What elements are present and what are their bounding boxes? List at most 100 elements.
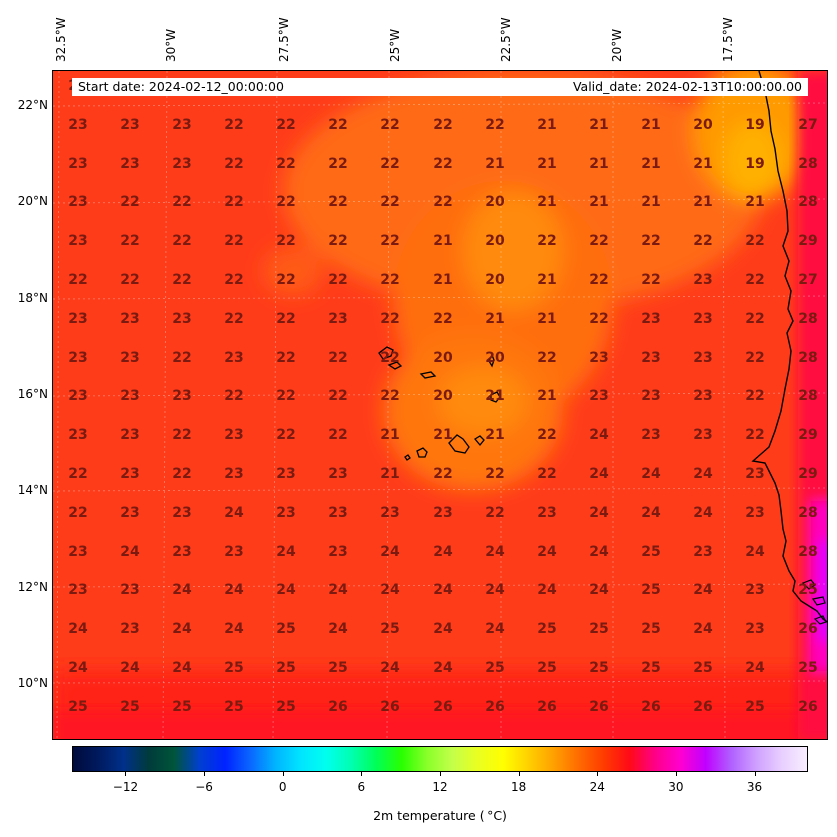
temperature-value: 22 [380,116,400,133]
temperature-value: 22 [589,310,609,327]
temperature-value: 22 [380,310,400,327]
temperature-value: 23 [224,427,244,444]
temperature-value: 22 [276,116,296,133]
temperature-value: 25 [276,660,296,676]
temperature-value: 24 [589,504,609,521]
temperature-value: 22 [485,466,505,482]
temperature-value: 22 [328,388,348,405]
temperature-value: 22 [276,233,296,250]
temperature-value: 23 [68,427,88,444]
temperature-value: 25 [798,582,818,599]
temperature-value: 22 [537,427,557,444]
temperature-value: 22 [224,388,244,405]
temperature-value: 21 [380,427,400,444]
temperature-value: 22 [68,504,88,521]
temperature-value: 22 [120,233,140,250]
temperature-value: 21 [537,272,557,288]
temperature-value: 20 [485,194,505,211]
temperature-value: 22 [745,233,765,250]
temperature-value: 24 [433,582,453,599]
temperature-value: 25 [172,698,192,715]
temperature-value: 22 [224,272,244,288]
temperature-value: 21 [433,427,453,444]
temperature-value: 22 [380,233,400,250]
temperature-value: 21 [433,233,453,250]
temperature-value: 24 [328,621,348,638]
temperature-value: 23 [328,504,348,521]
lon-label: 25°W [388,28,402,62]
temperature-value: 23 [693,543,713,560]
temperature-value: 23 [693,388,713,405]
temperature-value: 22 [120,194,140,211]
temperature-value: 23 [224,466,244,482]
temperature-value: 21 [693,155,713,172]
temperature-value: 23 [433,504,453,521]
temperature-value: 24 [641,466,661,482]
temperature-value: 22 [380,349,400,366]
temperature-value: 26 [798,698,818,715]
temperature-value: 23 [172,504,192,521]
temperature-value: 22 [589,233,609,250]
colorbar-tick [440,772,441,776]
temperature-value: 23 [745,621,765,638]
temperature-value: 23 [68,194,88,211]
temperature-value: 22 [276,388,296,405]
temperature-value: 22 [120,272,140,288]
temperature-value: 23 [276,466,296,482]
temperature-value: 27 [798,272,818,288]
temperature-value: 21 [537,116,557,133]
temperature-value: 23 [589,349,609,366]
temperature-value: 22 [328,272,348,288]
temperature-value: 22 [745,427,765,444]
temperature-value: 22 [537,466,557,482]
temperature-value: 24 [224,504,244,521]
temperature-value: 23 [68,233,88,250]
temperature-value: 26 [328,698,348,715]
colorbar-tick [282,772,284,776]
temperature-value: 23 [745,504,765,521]
temperature-value: 22 [172,466,192,482]
colorbar-tick [204,772,206,776]
temperature-value: 22 [224,116,244,133]
temperature-value: 23 [276,504,296,521]
temperature-value: 23 [120,466,140,482]
temperature-value: 24 [433,543,453,560]
lat-label: 18°N [17,291,48,305]
colorbar-tick [125,772,127,776]
temperature-value: 24 [433,621,453,638]
temperature-value: 25 [380,621,400,638]
temperature-value: 26 [641,698,661,715]
temperature-value: 22 [172,349,192,366]
temperature-value: 22 [276,194,296,211]
temperature-value: 23 [641,388,661,405]
temperature-value: 24 [537,582,557,599]
temperature-value: 21 [589,116,609,133]
temperature-value: 24 [276,543,296,560]
temperature-value: 24 [380,543,400,560]
temperature-value: 23 [120,582,140,599]
temperature-value: 23 [537,504,557,521]
temperature-value: 22 [172,272,192,288]
temperature-value: 23 [172,155,192,172]
temperature-value: 23 [328,466,348,482]
temperature-value: 23 [328,310,348,327]
temperature-value: 21 [537,388,557,405]
temperature-value: 25 [641,621,661,638]
temperature-value: 24 [485,621,505,638]
temperature-value: 22 [380,388,400,405]
colorbar-tick [361,772,363,776]
temperature-value: 25 [120,698,140,715]
temperature-value: 22 [328,427,348,444]
temperature-value: 25 [537,621,557,638]
temperature-value: 22 [328,349,348,366]
temperature-value: 23 [68,116,88,133]
temperature-value: 21 [745,194,765,211]
temperature-value: 24 [589,466,609,482]
temperature-value: 21 [537,155,557,172]
bijagos-islands [801,579,827,625]
temperature-value: 22 [589,272,609,288]
temperature-value: 25 [589,660,609,676]
info-bar: Start date: 2024-02-12_00:00:00 Valid_da… [72,78,808,96]
cape-verde-islands [378,346,501,461]
temperature-value: 23 [68,543,88,560]
